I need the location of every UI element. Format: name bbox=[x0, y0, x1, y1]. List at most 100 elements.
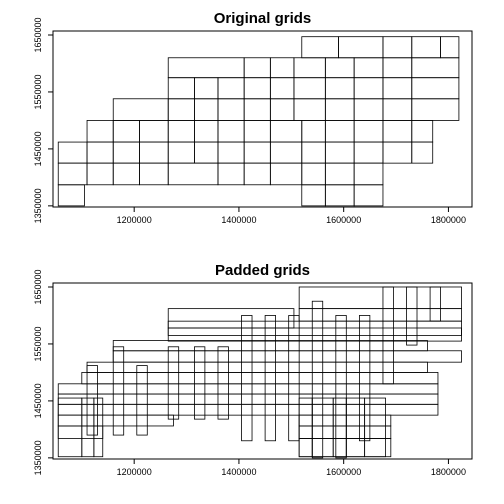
grid-cell bbox=[194, 141, 219, 164]
grid-cell bbox=[112, 162, 140, 186]
grid-cell bbox=[364, 397, 386, 458]
grid-cell bbox=[194, 98, 219, 121]
grid-cell bbox=[167, 327, 462, 342]
grid-cell bbox=[411, 98, 460, 121]
grid-cell bbox=[264, 315, 276, 442]
grid-cell bbox=[57, 383, 439, 395]
grid-cell bbox=[440, 36, 460, 59]
y-tick-label: 1450000 bbox=[33, 383, 43, 418]
grid-cell bbox=[429, 286, 441, 322]
grid-cell bbox=[112, 98, 169, 121]
grid-cell bbox=[57, 403, 439, 416]
grid-cell bbox=[411, 141, 434, 164]
grid-cell bbox=[324, 77, 355, 100]
x-tick-label: 1200000 bbox=[117, 467, 152, 477]
grid-cell bbox=[81, 372, 439, 385]
grid-cell bbox=[167, 308, 295, 329]
grid-cell bbox=[382, 98, 413, 121]
grid-cell bbox=[57, 162, 88, 186]
grid-cell bbox=[301, 141, 326, 164]
plot-frame bbox=[52, 282, 473, 460]
grid-cell bbox=[293, 77, 326, 100]
grid-cell bbox=[311, 300, 324, 459]
grid-cell bbox=[243, 98, 271, 121]
grid-cell bbox=[382, 57, 413, 79]
y-tick-label: 1350000 bbox=[33, 440, 43, 475]
grid-cell bbox=[243, 57, 271, 79]
grid-cell bbox=[269, 141, 303, 164]
grid-cell bbox=[382, 36, 413, 59]
y-tick-label: 1550000 bbox=[33, 326, 43, 361]
grid-cell bbox=[301, 184, 326, 207]
grid-cell bbox=[57, 141, 88, 164]
grid-cell bbox=[324, 57, 355, 79]
grid-cell bbox=[353, 57, 384, 79]
grid-cell bbox=[353, 184, 384, 207]
grid-cell bbox=[411, 57, 460, 79]
grid-cell bbox=[86, 365, 98, 436]
grid-cell bbox=[194, 120, 219, 143]
grid-cell bbox=[243, 162, 271, 186]
grid-cell bbox=[293, 57, 326, 79]
grid-cell bbox=[353, 141, 384, 164]
grid-cell bbox=[112, 350, 462, 363]
grid-cell bbox=[86, 162, 114, 186]
chart-title: Original grids bbox=[214, 10, 312, 27]
grid-cell bbox=[345, 397, 366, 458]
grid-cell bbox=[338, 36, 384, 59]
grid-cell bbox=[269, 120, 303, 143]
grid-cell bbox=[167, 57, 245, 79]
grid-cell bbox=[86, 141, 114, 164]
grid-cell bbox=[112, 346, 125, 436]
grid-cell bbox=[382, 141, 413, 164]
y-tick-label: 1650000 bbox=[33, 269, 43, 304]
grid-cell bbox=[353, 120, 384, 143]
grid-cell bbox=[57, 397, 83, 458]
grid-cell bbox=[298, 397, 313, 458]
grid-cell bbox=[112, 120, 140, 143]
chart-panel-2: Padded grids 1200000 1400000 1600000 1800000… bbox=[33, 262, 473, 477]
grid-cell bbox=[81, 397, 95, 458]
grid-cell bbox=[167, 77, 195, 100]
grid-cell bbox=[243, 141, 271, 164]
grid-cell bbox=[112, 141, 140, 164]
grid-cell bbox=[167, 98, 195, 121]
grid-cell bbox=[93, 397, 104, 458]
grid-cell bbox=[269, 77, 295, 100]
grid-cell bbox=[217, 120, 245, 143]
grid-cell bbox=[86, 120, 114, 143]
grid-cells bbox=[57, 36, 460, 207]
grid-cell bbox=[243, 120, 271, 143]
grid-cell bbox=[269, 162, 303, 186]
grid-cell bbox=[382, 286, 394, 385]
grid-cell bbox=[411, 120, 434, 143]
grid-cell bbox=[298, 286, 462, 310]
grid-cell bbox=[288, 315, 300, 442]
grid-cell bbox=[167, 346, 180, 420]
grid-cells bbox=[57, 286, 462, 459]
grid-cell bbox=[298, 438, 392, 458]
y-tick-label: 1350000 bbox=[33, 188, 43, 223]
grid-cell bbox=[269, 57, 295, 79]
grid-cell bbox=[167, 141, 195, 164]
x-tick-label: 1400000 bbox=[221, 467, 256, 477]
grid-cell bbox=[382, 120, 413, 143]
grid-cell bbox=[57, 414, 174, 427]
x-tick-label: 1800000 bbox=[431, 467, 466, 477]
grid-cell bbox=[243, 77, 271, 100]
grid-cell bbox=[353, 98, 384, 121]
grid-cell bbox=[167, 120, 195, 143]
grid-cell bbox=[301, 162, 326, 186]
grid-cell bbox=[241, 315, 253, 442]
grid-cell bbox=[217, 141, 245, 164]
grid-cell bbox=[301, 36, 339, 59]
grid-cell bbox=[112, 340, 428, 352]
y-tick-label: 1650000 bbox=[33, 17, 43, 52]
grid-cell bbox=[301, 120, 326, 143]
plot-frame bbox=[52, 30, 473, 208]
grid-cell bbox=[269, 98, 295, 121]
grid-cell bbox=[293, 98, 326, 121]
y-tick-label: 1550000 bbox=[33, 74, 43, 109]
grid-cell bbox=[194, 346, 206, 420]
grid-cell bbox=[335, 315, 347, 459]
